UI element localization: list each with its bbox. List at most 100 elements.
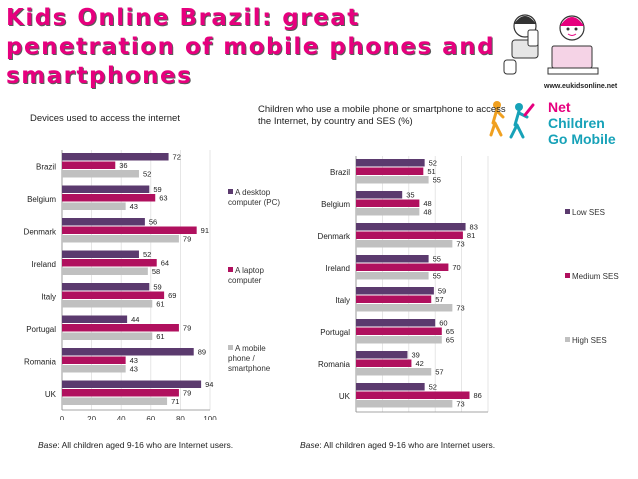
legend-label: Medium SES: [572, 272, 619, 281]
data-label: 73: [456, 400, 464, 409]
bar-series3: [356, 304, 453, 312]
legend-item-mobile: A mobile phone / smartphone: [228, 344, 290, 374]
data-label: 72: [173, 153, 181, 162]
bar-series3: [62, 267, 148, 275]
category-label: Brazil: [330, 168, 350, 177]
base-text: : All children aged 9-16 who are Interne…: [319, 440, 496, 450]
data-label: 79: [183, 235, 191, 244]
x-tick-label: 20: [378, 417, 387, 418]
data-label: 69: [168, 291, 176, 300]
category-label: Portugal: [320, 328, 350, 337]
legend-item-desktop: A desktop computer (PC): [228, 188, 290, 208]
x-tick-label: 60: [431, 417, 440, 418]
bar-series2: [62, 389, 179, 397]
legend-swatch: [565, 337, 570, 342]
x-tick-label: 40: [404, 417, 413, 418]
bar-series2: [62, 259, 157, 267]
bar-series3: [62, 332, 153, 340]
data-label: 73: [456, 240, 464, 249]
category-label: Romania: [24, 357, 57, 366]
data-label: 43: [130, 365, 138, 374]
bar-series3: [356, 240, 453, 248]
x-tick-label: 80: [457, 417, 466, 418]
base-label: Base: [38, 440, 58, 450]
x-tick-label: 20: [87, 415, 96, 420]
data-label: 60: [439, 319, 447, 328]
data-label: 65: [446, 336, 454, 345]
legend-swatch: [565, 273, 570, 278]
data-label: 65: [446, 327, 454, 336]
bar-series1: [62, 153, 169, 161]
bar-series3: [62, 365, 126, 373]
bar-series2: [62, 356, 126, 364]
legend-item-medium-ses: Medium SES: [565, 272, 627, 282]
bar-series2: [356, 391, 470, 399]
data-label: 94: [205, 380, 213, 389]
page-title: Kids Online Brazil: great penetration of…: [6, 5, 496, 89]
x-tick-label: 0: [354, 417, 359, 418]
bar-series1: [62, 380, 202, 388]
bar-series1: [62, 283, 150, 291]
data-label: 89: [198, 348, 206, 357]
data-label: 61: [156, 300, 164, 309]
legend-swatch: [228, 267, 233, 272]
data-label: 56: [149, 218, 157, 227]
bar-series1: [62, 218, 145, 226]
data-label: 43: [130, 356, 138, 365]
data-label: 83: [470, 223, 478, 232]
logo-word-children: Children: [548, 115, 605, 131]
category-label: Belgium: [27, 195, 56, 204]
x-tick-label: 60: [146, 415, 155, 420]
bar-series1: [62, 315, 128, 323]
data-label: 55: [433, 255, 441, 264]
bar-series1: [356, 255, 429, 263]
data-label: 55: [433, 176, 441, 185]
legend-label: A laptop computer: [228, 266, 264, 285]
data-label: 59: [153, 185, 161, 194]
x-tick-label: 100: [481, 417, 495, 418]
bar-series2: [356, 359, 412, 367]
data-label: 48: [423, 208, 431, 217]
legend-label: A desktop computer (PC): [228, 188, 281, 207]
data-label: 52: [143, 250, 151, 259]
bar-series3: [356, 336, 442, 344]
base-text: : All children aged 9-16 who are Interne…: [57, 440, 234, 450]
data-label: 91: [201, 226, 209, 235]
category-label: Romania: [318, 360, 351, 369]
bar-series2: [62, 194, 156, 202]
logo-text: Net Children Go Mobile: [548, 99, 616, 147]
right-chart-base-note: Base: All children aged 9-16 who are Int…: [300, 440, 495, 450]
data-label: 81: [467, 231, 475, 240]
data-label: 44: [131, 315, 139, 324]
left-chart-subtitle: Devices used to access the internet: [30, 113, 180, 124]
data-label: 52: [143, 170, 151, 179]
bar-series1: [356, 287, 434, 295]
devices-chart: 0 20 40 60 80 100Brazil723652Belgium596343Den…: [24, 150, 217, 420]
data-label: 42: [415, 359, 423, 368]
bar-series2: [62, 226, 197, 234]
legend-label: High SES: [572, 336, 607, 345]
bar-series1: [62, 250, 139, 258]
data-label: 86: [474, 391, 482, 400]
category-label: Ireland: [32, 260, 56, 269]
website-url: www.eukidsonline.net: [544, 83, 618, 90]
left-chart-base-note: Base: All children aged 9-16 who are Int…: [38, 440, 233, 450]
bar-series1: [356, 351, 408, 359]
data-label: 79: [183, 324, 191, 333]
category-label: Italy: [335, 296, 350, 305]
x-tick-label: 0: [60, 415, 65, 420]
bar-series2: [356, 295, 432, 303]
legend-label: A mobile phone / smartphone: [228, 344, 271, 373]
bar-series3: [62, 300, 153, 308]
bar-series1: [62, 185, 150, 193]
category-label: UK: [45, 390, 57, 399]
legend-item-laptop: A laptop computer: [228, 266, 290, 286]
data-label: 52: [429, 159, 437, 168]
bar-series1: [356, 191, 403, 199]
logo-word-net: Net: [548, 99, 571, 115]
bar-series2: [356, 327, 442, 335]
category-label: Denmark: [24, 227, 57, 236]
bar-series1: [356, 319, 436, 327]
data-label: 70: [452, 263, 460, 272]
data-label: 48: [423, 199, 431, 208]
